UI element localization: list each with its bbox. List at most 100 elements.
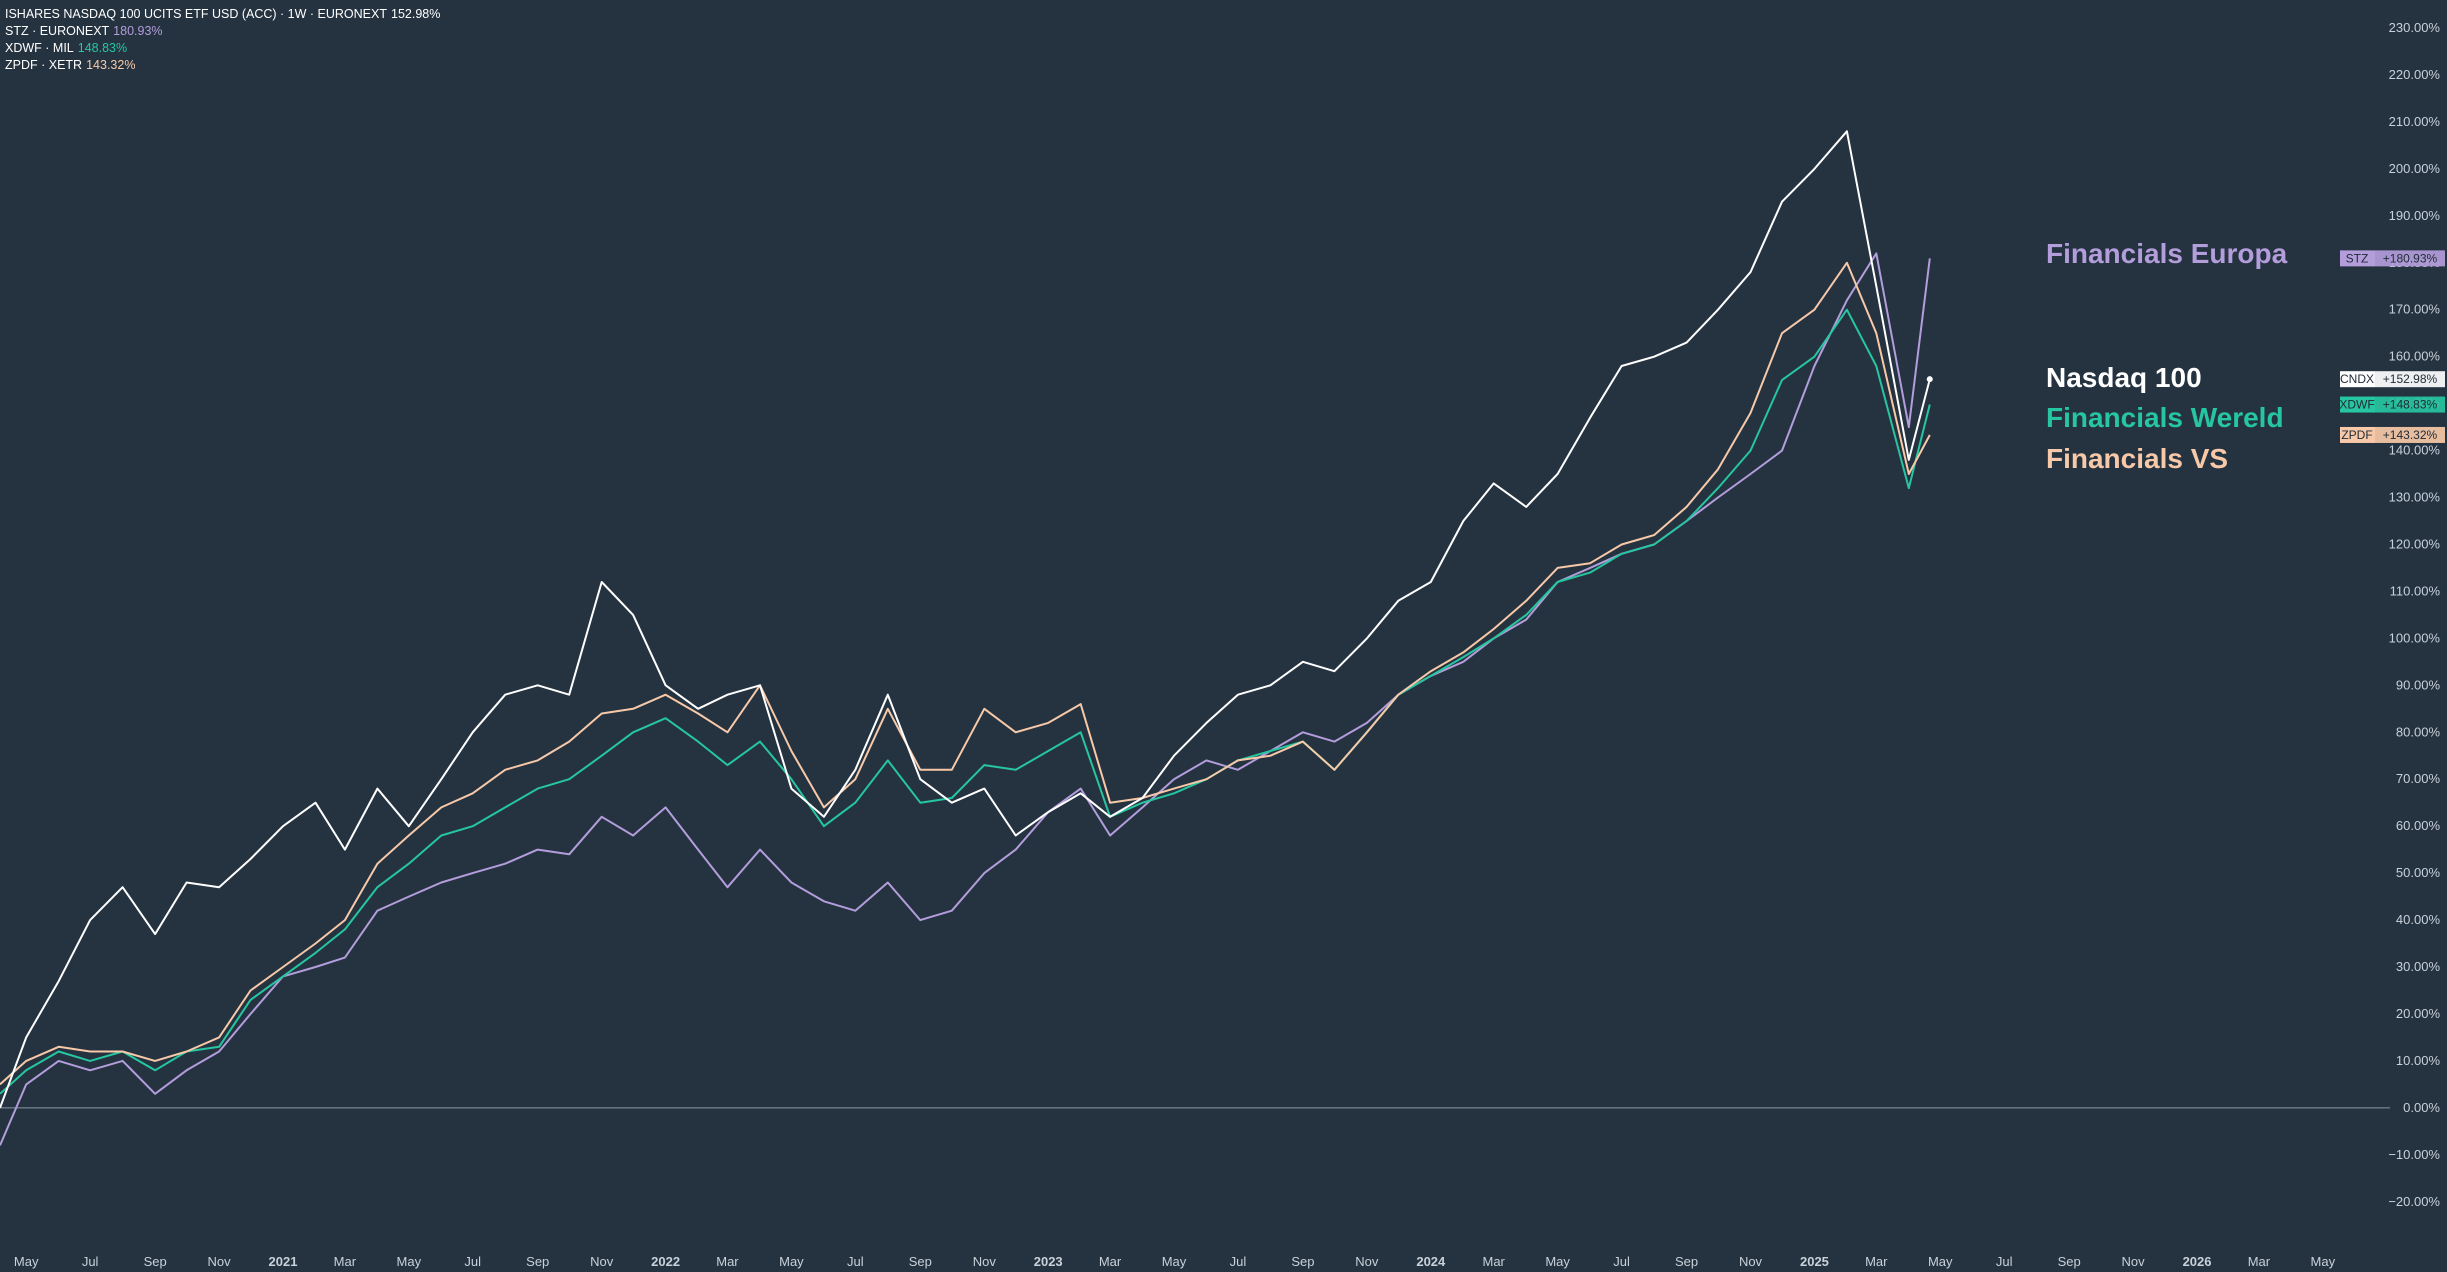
badge-value: +148.83% — [2383, 398, 2438, 412]
y-tick-label: 220.00% — [2389, 67, 2441, 82]
x-tick-label: May — [1545, 1254, 1570, 1269]
x-tick-label: Mar — [1099, 1254, 1122, 1269]
badge-value-bg — [2375, 426, 2445, 443]
legend-row-xdwf[interactable]: XDWF · MIL 148.83% — [5, 40, 440, 57]
y-axis: 230.00%220.00%210.00%200.00%190.00%180.0… — [2388, 20, 2440, 1209]
y-tick-label: 20.00% — [2396, 1006, 2441, 1021]
price-badge: CNDX +152.98% — [2340, 371, 2445, 388]
badge-ticker: CNDX — [2340, 372, 2374, 386]
last-value-dot — [1926, 376, 1933, 383]
y-tick-label: 50.00% — [2396, 865, 2441, 880]
legend-value: 152.98% — [391, 7, 441, 21]
x-tick-label: May — [397, 1254, 422, 1269]
chart-series — [0, 130, 1933, 1146]
legend-row-stz[interactable]: STZ · EURONEXT 180.93% — [5, 23, 440, 40]
label-financials-europa: Financials Europa — [2046, 238, 2288, 269]
chart-legend: ISHARES NASDAQ 100 UCITS ETF USD (ACC) ·… — [5, 6, 440, 74]
y-tick-label: 0.00% — [2403, 1100, 2440, 1115]
x-tick-label: May — [1928, 1254, 1953, 1269]
y-tick-label: 120.00% — [2389, 536, 2441, 551]
legend-value: 180.93% — [113, 24, 163, 38]
series-line-ishares — [0, 130, 1931, 1109]
y-tick-label: 210.00% — [2389, 114, 2441, 129]
legend-row-cndx[interactable]: ISHARES NASDAQ 100 UCITS ETF USD (ACC) ·… — [5, 6, 440, 23]
label-nasdaq-100: Nasdaq 100 — [2046, 362, 2202, 393]
x-tick-label: Sep — [1291, 1254, 1314, 1269]
x-tick-label: 2023 — [1034, 1254, 1063, 1269]
price-badge: XDWF +148.83% — [2339, 396, 2445, 413]
legend-row-zpdf[interactable]: ZPDF · XETR 143.32% — [5, 57, 440, 74]
y-tick-label: 100.00% — [2389, 630, 2441, 645]
series-line-xdwf — [0, 308, 1931, 1095]
y-tick-label: 60.00% — [2396, 818, 2441, 833]
x-tick-label: 2026 — [2183, 1254, 2212, 1269]
x-tick-label: 2021 — [269, 1254, 298, 1269]
x-tick-label: Nov — [2122, 1254, 2146, 1269]
y-tick-label: 170.00% — [2389, 302, 2441, 317]
y-tick-label: 80.00% — [2396, 724, 2441, 739]
x-tick-label: Mar — [334, 1254, 357, 1269]
y-tick-label: 200.00% — [2389, 161, 2441, 176]
y-tick-label: 30.00% — [2396, 959, 2441, 974]
badge-ticker: ZPDF — [2341, 428, 2372, 442]
x-tick-label: Sep — [526, 1254, 549, 1269]
y-tick-label: −10.00% — [2388, 1147, 2440, 1162]
badge-ticker-bg — [2340, 396, 2375, 413]
legend-value: 143.32% — [86, 58, 136, 72]
series-line-stz — [0, 252, 1931, 1146]
y-tick-label: 70.00% — [2396, 771, 2441, 786]
badge-value: +143.32% — [2383, 428, 2438, 442]
x-tick-label: Sep — [144, 1254, 167, 1269]
x-tick-label: Nov — [973, 1254, 997, 1269]
badge-ticker-bg — [2340, 371, 2375, 388]
y-tick-label: 190.00% — [2389, 208, 2441, 223]
badge-ticker: STZ — [2346, 251, 2369, 265]
x-tick-label: May — [2311, 1254, 2336, 1269]
x-tick-label: 2024 — [1416, 1254, 1446, 1269]
y-tick-label: 230.00% — [2389, 20, 2441, 35]
badge-value-bg — [2375, 250, 2445, 267]
badge-value-bg — [2375, 371, 2445, 388]
x-tick-label: Mar — [1483, 1254, 1506, 1269]
x-tick-label: Sep — [909, 1254, 932, 1269]
y-tick-label: 140.00% — [2389, 443, 2441, 458]
x-tick-label: Nov — [1355, 1254, 1379, 1269]
x-tick-label: Sep — [1675, 1254, 1698, 1269]
x-tick-label: Jul — [1230, 1254, 1247, 1269]
x-tick-label: Nov — [590, 1254, 614, 1269]
x-tick-label: Nov — [1739, 1254, 1763, 1269]
y-tick-label: 90.00% — [2396, 677, 2441, 692]
x-tick-label: May — [14, 1254, 39, 1269]
x-tick-label: Sep — [2058, 1254, 2081, 1269]
x-tick-label: Mar — [2248, 1254, 2271, 1269]
x-tick-label: Jul — [847, 1254, 864, 1269]
badge-ticker: XDWF — [2339, 398, 2374, 412]
y-tick-label: 160.00% — [2389, 349, 2441, 364]
price-badges: STZ +180.93% CNDX +152.98% XDWF +148.83% ZPDF +… — [2339, 250, 2445, 443]
badge-value: +180.93% — [2383, 251, 2438, 265]
x-tick-label: 2022 — [651, 1254, 680, 1269]
price-badge: STZ +180.93% — [2340, 250, 2445, 267]
y-tick-label: −20.00% — [2388, 1194, 2440, 1209]
badge-ticker-bg — [2340, 426, 2375, 443]
x-axis: May Jul Sep Nov 2021 Mar May Jul Sep Nov 2022 Mar Ma… — [14, 1254, 2336, 1269]
badge-ticker-bg — [2340, 250, 2375, 267]
y-tick-label: 110.00% — [2390, 583, 2441, 598]
x-tick-label: May — [1162, 1254, 1187, 1269]
x-tick-label: Jul — [464, 1254, 481, 1269]
legend-name: STZ · EURONEXT — [5, 24, 110, 38]
label-financials-wereld: Financials Wereld — [2046, 402, 2284, 433]
y-tick-label: 130.00% — [2389, 490, 2441, 505]
y-tick-label: 40.00% — [2396, 912, 2441, 927]
x-tick-label: 2025 — [1800, 1254, 1829, 1269]
x-tick-label: May — [779, 1254, 804, 1269]
legend-name: ZPDF · XETR — [5, 58, 83, 72]
x-tick-label: Mar — [716, 1254, 739, 1269]
x-tick-label: Mar — [1865, 1254, 1888, 1269]
series-line-zpdf — [0, 261, 1931, 1086]
price-badge: ZPDF +143.32% — [2340, 426, 2445, 443]
legend-name: ISHARES NASDAQ 100 UCITS ETF USD (ACC) ·… — [5, 7, 387, 21]
x-tick-label: Jul — [1996, 1254, 2013, 1269]
legend-name: XDWF · MIL — [5, 41, 74, 55]
legend-value: 148.83% — [77, 41, 128, 55]
